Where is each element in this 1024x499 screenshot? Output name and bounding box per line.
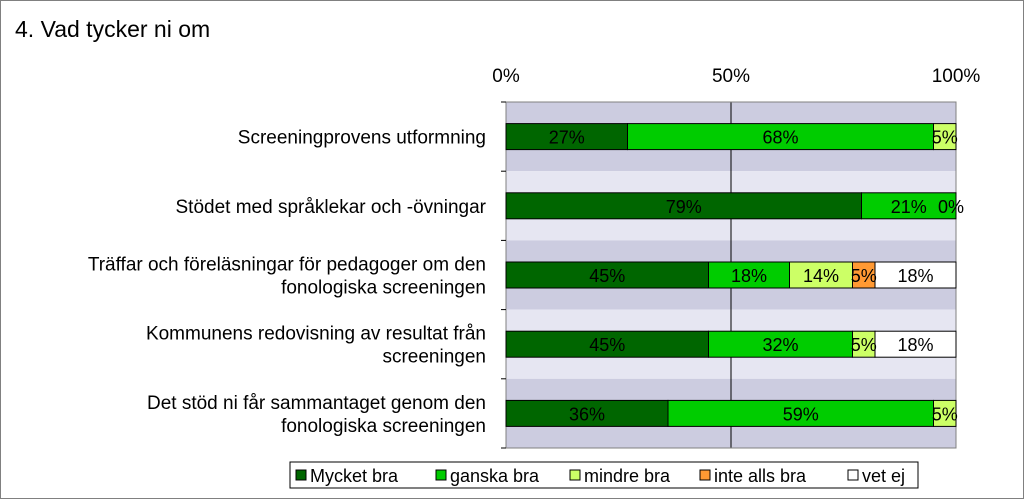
data-label: 18% [731, 266, 767, 286]
bar-segment [667, 399, 934, 427]
data-label: 5% [851, 335, 877, 355]
data-label: 5% [932, 128, 958, 148]
legend-swatch [847, 469, 859, 481]
category-label: fonologiska screeningen [281, 416, 486, 437]
legend-swatch [435, 469, 447, 481]
legend-label: ganska bra [450, 466, 540, 486]
category-label: fonologiska screeningen [281, 278, 486, 299]
bar-segment [505, 261, 709, 289]
bar-segment [874, 261, 957, 289]
data-label: 5% [851, 266, 877, 286]
bar-segment [627, 123, 934, 151]
data-label: 45% [589, 266, 625, 286]
data-label: 45% [589, 335, 625, 355]
legend-box [289, 461, 919, 489]
data-label: 5% [932, 404, 958, 424]
category-label: Screeningprovens utformning [238, 128, 486, 149]
legend-label: inte alls bra [714, 466, 807, 486]
data-label: 21% [891, 197, 927, 217]
legend-label: vet ej [862, 466, 905, 486]
legend-label: Mycket bra [310, 466, 399, 486]
bar-segment [933, 399, 957, 427]
chart-title: 4. Vad tycker ni om [15, 16, 211, 42]
x-tick-label: 100% [932, 66, 981, 87]
bar-segment [874, 330, 957, 358]
category-label: Stödet med språklekar och -övningar [176, 197, 487, 218]
data-label: 79% [666, 197, 702, 217]
bar-segment [505, 330, 709, 358]
data-label: 18% [897, 335, 933, 355]
data-label: 68% [762, 128, 798, 148]
bar-segment [933, 123, 957, 151]
bar-segment [861, 192, 957, 220]
category-label: Kommunens redovisning av resultat från [146, 324, 486, 345]
bar-segment [505, 399, 669, 427]
legend-label: mindre bra [584, 466, 671, 486]
data-label: 32% [762, 335, 798, 355]
legend-swatch [295, 469, 307, 481]
data-label: 18% [897, 266, 933, 286]
category-label: Det stöd ni får sammantaget genom den [147, 393, 486, 414]
legend-swatch [569, 469, 581, 481]
bar-segment [708, 261, 790, 289]
data-label: 0% [938, 197, 964, 217]
x-tick-label: 0% [492, 66, 520, 87]
data-label: 14% [803, 266, 839, 286]
bar-segment [505, 123, 628, 151]
data-label: 59% [783, 404, 819, 424]
category-label: screeningen [382, 347, 486, 368]
category-label: Träffar och föreläsningar för pedagoger … [88, 255, 486, 276]
legend-swatch [699, 469, 711, 481]
data-label: 27% [549, 128, 585, 148]
x-tick-label: 50% [712, 66, 750, 87]
data-label: 36% [569, 404, 605, 424]
